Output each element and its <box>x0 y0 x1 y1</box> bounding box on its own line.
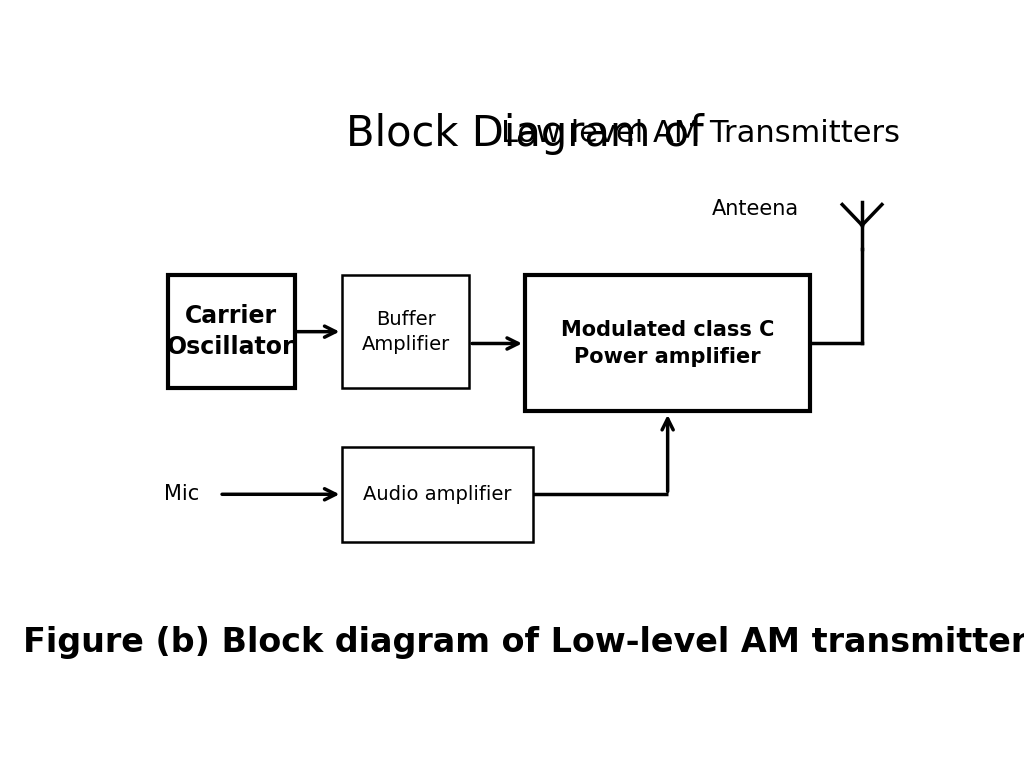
Text: Carrier
Oscillator: Carrier Oscillator <box>167 304 295 359</box>
Bar <box>168 276 295 388</box>
Text: Modulated class C
Power amplifier: Modulated class C Power amplifier <box>561 320 774 366</box>
Text: Low level AM Transmitters: Low level AM Transmitters <box>150 119 900 148</box>
Bar <box>342 447 532 541</box>
Bar <box>342 276 469 388</box>
Bar <box>524 276 810 412</box>
Text: Anteena: Anteena <box>712 200 799 220</box>
Text: Mic: Mic <box>164 485 200 505</box>
Text: Buffer
Amplifier: Buffer Amplifier <box>361 310 450 353</box>
Text: Figure (b) Block diagram of Low-level AM transmitter: Figure (b) Block diagram of Low-level AM… <box>23 626 1024 659</box>
Text: Block Diagram of: Block Diagram of <box>346 113 703 154</box>
Text: Audio amplifier: Audio amplifier <box>364 485 512 504</box>
